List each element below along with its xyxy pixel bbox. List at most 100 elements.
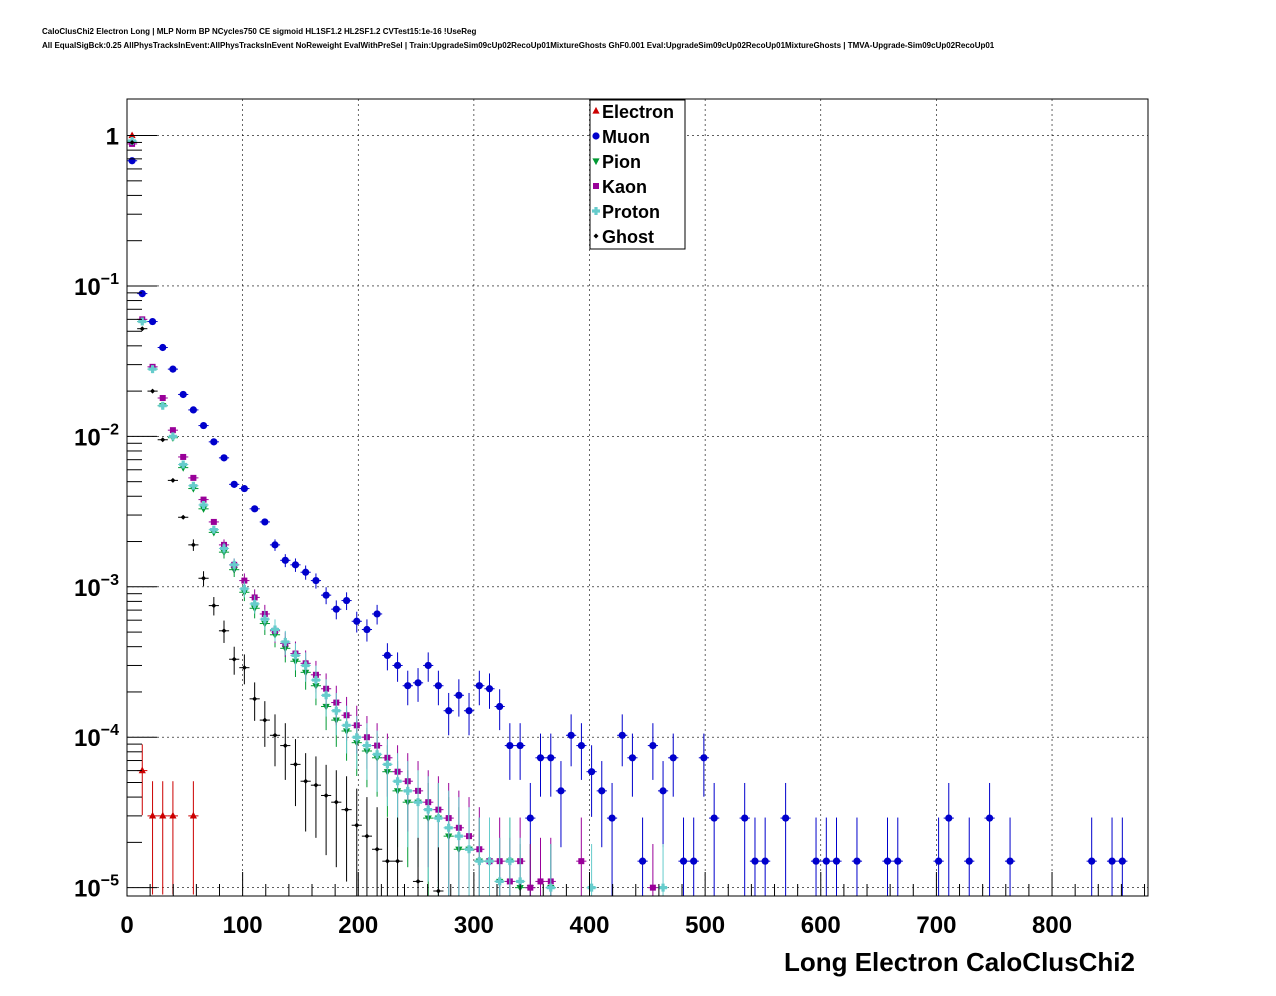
y-tick-label: 10−4 bbox=[74, 722, 119, 752]
pion-data-point bbox=[199, 506, 208, 513]
ghost-data-point bbox=[231, 656, 237, 662]
muon-data-point bbox=[475, 682, 483, 690]
legend-marker-ghost bbox=[593, 233, 599, 239]
proton-data-point bbox=[383, 760, 392, 769]
muon-data-point bbox=[608, 814, 616, 822]
kaon-data-point bbox=[241, 577, 248, 584]
proton-data-point bbox=[659, 883, 668, 892]
muon-data-point bbox=[536, 754, 545, 762]
proton-data-point bbox=[424, 805, 433, 814]
muon-data-point bbox=[393, 661, 402, 670]
axes: 0 100 200 300 400 500 600 700 800 1 10−1 10−2 10−3 10… bbox=[74, 124, 1146, 939]
x-tick-label: 500 bbox=[685, 912, 725, 939]
electron-data-point bbox=[138, 766, 146, 774]
ghost-data-point bbox=[344, 807, 350, 813]
series-kaon bbox=[127, 140, 658, 896]
proton-data-point bbox=[189, 481, 198, 490]
muon-data-point bbox=[690, 857, 698, 865]
ghost-data-point bbox=[190, 542, 196, 548]
muon-data-point bbox=[516, 741, 524, 750]
muon-data-point bbox=[240, 484, 248, 493]
muon-data-point bbox=[679, 857, 688, 865]
muon-data-point bbox=[220, 454, 228, 462]
muon-data-point bbox=[179, 390, 187, 399]
muon-data-point bbox=[189, 406, 197, 414]
proton-data-point bbox=[362, 741, 371, 750]
legend: Electron Muon Pion Kaon Proton Ghost bbox=[589, 99, 686, 250]
muon-data-point bbox=[322, 591, 330, 599]
muon-data-point bbox=[985, 814, 994, 822]
ghost-data-point bbox=[395, 858, 401, 864]
ghost-data-point bbox=[333, 799, 339, 805]
proton-data-point bbox=[209, 525, 218, 534]
electron-data-point bbox=[169, 811, 177, 819]
legend-label: Proton bbox=[602, 202, 660, 222]
kaon-data-point bbox=[190, 474, 197, 481]
muon-data-point bbox=[383, 651, 391, 659]
y-tick-label: 1 bbox=[106, 124, 119, 151]
proton-data-point bbox=[505, 857, 514, 866]
proton-data-point bbox=[291, 651, 300, 660]
muon-data-point bbox=[883, 857, 892, 865]
muon-data-point bbox=[353, 617, 361, 625]
muon-data-point bbox=[1118, 857, 1126, 865]
muon-data-point bbox=[1006, 857, 1014, 865]
ghost-data-point bbox=[313, 782, 319, 788]
x-tick-label: 600 bbox=[801, 912, 841, 939]
muon-data-point bbox=[169, 365, 177, 373]
x-tick-label: 300 bbox=[454, 912, 494, 939]
legend-marker-pion bbox=[592, 158, 600, 166]
muon-data-point bbox=[782, 814, 790, 822]
muon-data-point bbox=[281, 556, 289, 564]
series-electron bbox=[127, 131, 199, 895]
x-axis-label: Long Electron CaloClusChi2 bbox=[784, 947, 1135, 977]
x-tick-label: 200 bbox=[338, 912, 378, 939]
ghost-data-point bbox=[374, 846, 380, 852]
muon-data-point bbox=[567, 731, 575, 739]
muon-data-point bbox=[210, 438, 218, 446]
series-proton bbox=[127, 137, 669, 896]
series-ghost bbox=[127, 139, 444, 896]
muon-data-point bbox=[455, 691, 463, 699]
proton-data-point bbox=[434, 814, 443, 823]
kaon-data-point bbox=[180, 453, 187, 460]
muon-data-point bbox=[945, 814, 953, 822]
muon-data-point bbox=[853, 857, 861, 865]
proton-data-point bbox=[495, 877, 504, 886]
proton-data-point bbox=[546, 883, 555, 892]
muon-data-point bbox=[1108, 857, 1116, 865]
muon-data-point bbox=[251, 505, 259, 513]
muon-data-point bbox=[312, 576, 320, 585]
muon-data-point bbox=[445, 707, 453, 715]
ghost-data-point bbox=[303, 778, 309, 784]
electron-data-point bbox=[159, 811, 167, 819]
proton-data-point bbox=[230, 560, 239, 569]
proton-data-point bbox=[220, 544, 229, 553]
ghost-data-point bbox=[435, 888, 441, 894]
proton-data-point bbox=[465, 845, 474, 854]
x-tick-label: 100 bbox=[223, 912, 263, 939]
y-tick-label: 10−5 bbox=[74, 873, 119, 903]
proton-data-point bbox=[454, 832, 463, 841]
kaon-data-point bbox=[527, 884, 534, 891]
electron-data-point bbox=[189, 811, 197, 819]
proton-data-point bbox=[403, 786, 412, 795]
muon-data-point bbox=[638, 857, 647, 865]
kaon-data-point bbox=[649, 884, 656, 891]
muon-data-point bbox=[404, 682, 412, 690]
muon-data-point bbox=[138, 289, 146, 298]
muon-data-point bbox=[1088, 857, 1096, 865]
proton-data-point bbox=[158, 401, 167, 410]
x-tick-label: 400 bbox=[569, 912, 609, 939]
muon-data-point bbox=[812, 857, 820, 865]
proton-data-point bbox=[138, 317, 147, 326]
ghost-data-point bbox=[272, 732, 278, 738]
muon-data-point bbox=[934, 857, 943, 865]
muon-data-point bbox=[434, 682, 442, 690]
muon-data-point bbox=[230, 480, 238, 488]
proton-data-point bbox=[168, 432, 177, 441]
proton-data-point bbox=[332, 706, 341, 715]
series-pion bbox=[127, 139, 556, 896]
muon-data-point bbox=[332, 605, 340, 613]
proton-data-point bbox=[342, 721, 351, 730]
